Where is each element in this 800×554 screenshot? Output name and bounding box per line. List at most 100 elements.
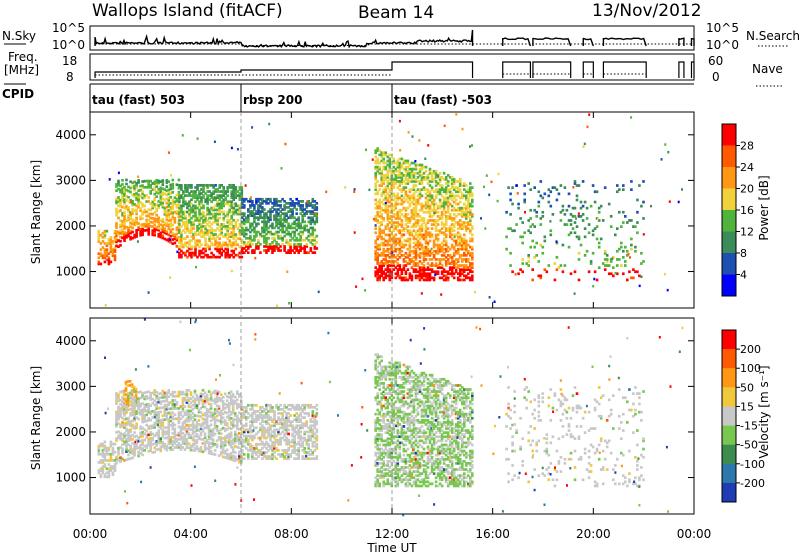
echo-cell xyxy=(165,222,169,225)
echo-cell xyxy=(161,432,165,436)
echo-cell xyxy=(139,433,142,437)
echo-cell xyxy=(155,442,158,445)
echo-cell xyxy=(408,249,412,253)
echo-cell xyxy=(229,421,233,424)
echo-cell xyxy=(99,242,103,245)
echo-cell xyxy=(432,219,436,222)
echo-cell xyxy=(117,393,120,397)
echo-cell xyxy=(265,245,268,248)
echo-cell xyxy=(440,194,444,198)
echo-cell xyxy=(187,397,191,400)
echo-cell xyxy=(275,197,278,201)
echo-cell xyxy=(404,182,408,185)
echo-cell xyxy=(567,192,571,196)
echo-cell xyxy=(101,254,105,258)
echo-cell xyxy=(168,151,170,154)
echo-cell xyxy=(529,231,532,235)
echo-cell xyxy=(224,253,227,257)
echo-cell xyxy=(456,194,460,198)
echo-cell xyxy=(115,418,118,422)
echo-cell xyxy=(221,449,225,453)
echo-cell xyxy=(191,444,195,448)
echo-cell xyxy=(165,405,169,409)
echo-cell xyxy=(178,253,181,257)
echo-cell xyxy=(432,270,436,274)
echo-cell xyxy=(463,245,466,249)
echo-cell xyxy=(109,260,113,264)
echo-cell xyxy=(422,165,426,169)
echo-cell xyxy=(442,270,446,274)
echo-cell xyxy=(281,222,284,226)
echo-cell xyxy=(313,243,317,246)
echo-cell xyxy=(227,453,231,456)
echo-cell xyxy=(161,434,165,438)
echo-cell xyxy=(386,213,390,216)
echo-cell xyxy=(143,397,146,401)
echo-cell xyxy=(384,165,388,169)
echo-cell xyxy=(461,223,464,226)
echo-cell xyxy=(205,424,209,428)
echo-cell xyxy=(185,411,189,415)
echo-cell xyxy=(115,240,118,244)
echo-cell xyxy=(374,270,377,274)
echo-cell xyxy=(195,398,199,401)
echo-cell xyxy=(241,444,244,448)
echo-cell xyxy=(463,254,466,257)
echo-cell xyxy=(135,218,138,222)
echo-cell xyxy=(179,433,183,437)
echo-cell xyxy=(380,182,383,185)
echo-cell xyxy=(418,278,422,282)
echo-cell xyxy=(408,262,412,265)
echo-cell xyxy=(124,397,128,400)
echo-cell xyxy=(197,449,201,453)
echo-cell xyxy=(201,429,205,433)
echo-cell xyxy=(285,220,288,224)
echo-cell xyxy=(465,266,468,269)
echo-cell xyxy=(394,233,398,237)
echo-cell xyxy=(440,247,444,251)
echo-cell xyxy=(529,245,532,249)
echo-cell xyxy=(129,446,132,450)
echo-cell xyxy=(240,188,244,191)
echo-cell xyxy=(131,433,134,437)
echo-cell xyxy=(238,411,241,415)
echo-cell xyxy=(380,262,383,265)
echo-cell xyxy=(442,274,446,278)
echo-cell xyxy=(384,254,388,257)
echo-cell xyxy=(374,231,377,235)
echo-cell xyxy=(448,266,452,269)
echo-cell xyxy=(224,227,227,230)
echo-cell xyxy=(226,247,229,251)
echo-cell xyxy=(253,249,256,252)
echo-cell xyxy=(257,230,260,234)
echo-cell xyxy=(202,231,205,234)
echo-cell xyxy=(171,217,175,221)
echo-cell xyxy=(461,215,464,218)
echo-cell xyxy=(471,186,474,189)
echo-cell xyxy=(440,184,444,187)
echo-cell xyxy=(281,218,284,222)
echo-cell xyxy=(161,191,165,195)
echo-cell xyxy=(420,176,424,179)
echo-cell xyxy=(222,216,225,220)
echo-cell xyxy=(194,208,197,212)
echo-cell xyxy=(245,216,248,220)
echo-cell xyxy=(206,184,209,187)
echo-cell xyxy=(139,194,142,198)
echo-cell xyxy=(261,220,264,224)
echo-cell xyxy=(203,411,207,415)
echo-cell xyxy=(151,204,154,208)
echo-cell xyxy=(388,274,392,278)
echo-cell xyxy=(117,181,120,185)
echo-cell xyxy=(463,241,466,245)
echo-cell xyxy=(149,190,152,193)
echo-cell xyxy=(190,220,193,224)
echo-cell xyxy=(609,215,613,218)
echo-cell xyxy=(198,245,201,249)
echo-cell xyxy=(155,217,158,221)
echo-cell xyxy=(133,192,136,196)
echo-cell xyxy=(103,452,107,456)
echo-cell xyxy=(408,188,412,191)
echo-cell xyxy=(241,220,244,224)
